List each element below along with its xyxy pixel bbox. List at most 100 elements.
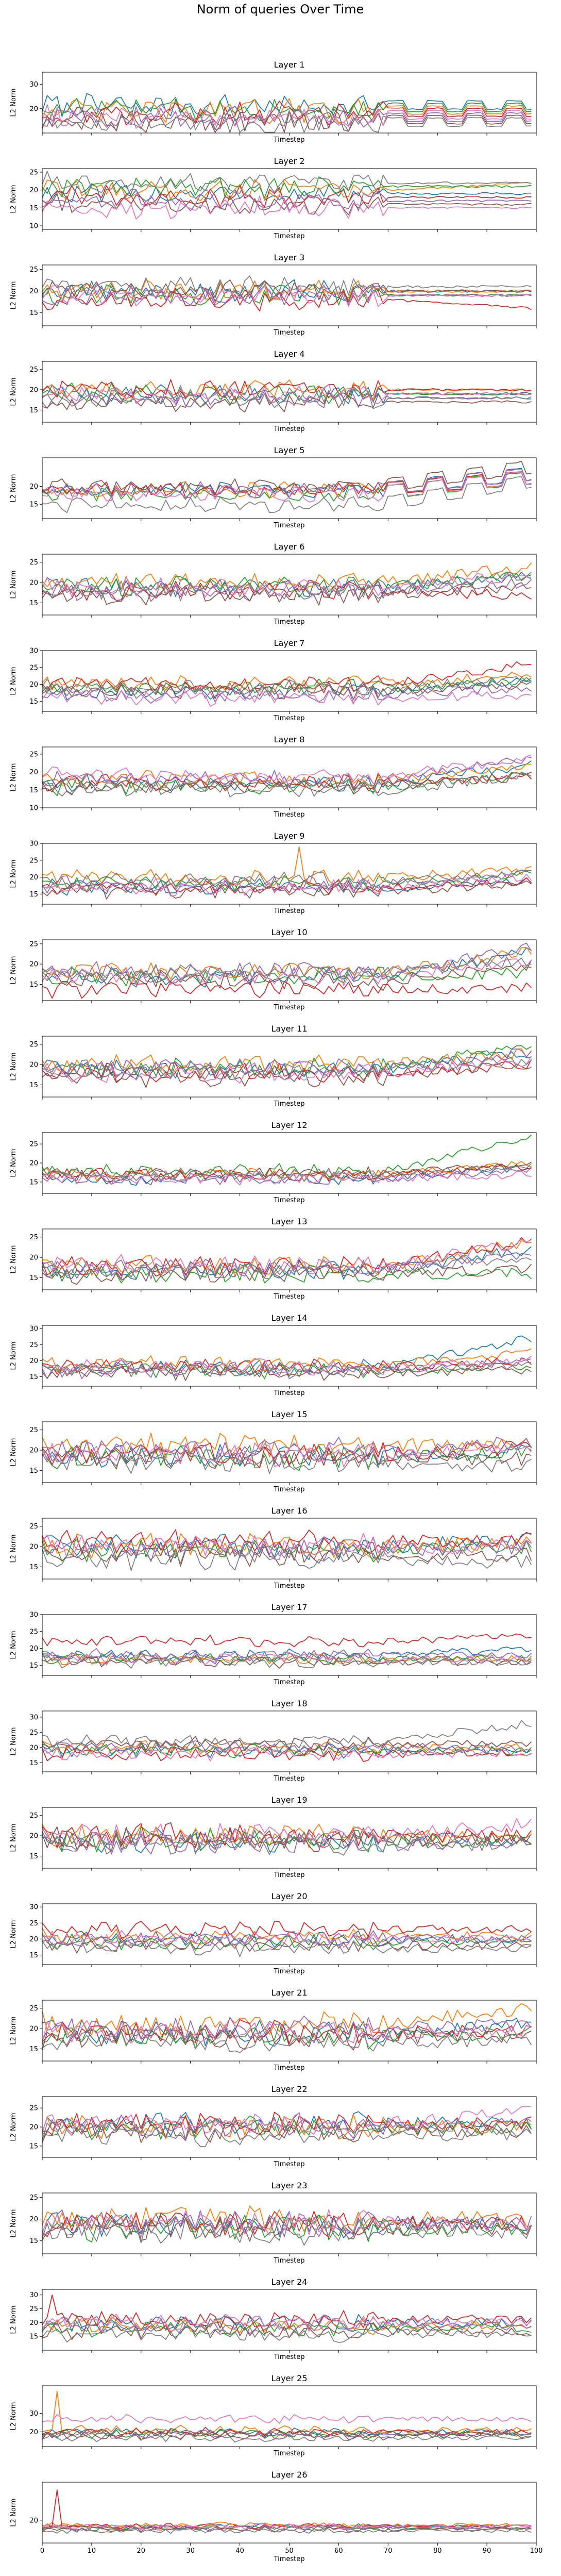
- y-tick-label: 25: [29, 366, 38, 374]
- x-tick-label: 60: [334, 2547, 343, 2555]
- y-tick-label: 20: [29, 2216, 38, 2223]
- panel-layer-22: Layer 22 15 20 25 Timestep L2 Norm: [10, 2084, 537, 2168]
- y-axis-label: L2 Norm: [10, 2209, 18, 2237]
- series-line-4: [42, 1745, 532, 1763]
- y-tick-label: 15: [29, 600, 38, 607]
- panel-title: Layer 4: [274, 349, 305, 359]
- axes-frame: [42, 2482, 537, 2544]
- y-axis-label: L2 Norm: [10, 1245, 18, 1273]
- x-axis-label: Timestep: [274, 136, 305, 144]
- y-tick-label: 20: [29, 2319, 38, 2327]
- y-axis-label: L2 Norm: [10, 956, 18, 984]
- x-axis-label: Timestep: [274, 1775, 305, 1783]
- series-line-1: [42, 1246, 532, 1280]
- panel-layer-14: Layer 14 15 20 25 30 Timestep L2 Norm: [10, 1313, 537, 1397]
- series-line-2: [42, 379, 532, 400]
- panel-layer-20: Layer 20 15 20 25 30 Timestep L2 Norm: [10, 1891, 537, 1975]
- series-line-6: [42, 582, 532, 606]
- series-line-6: [42, 1062, 532, 1088]
- y-tick-label: 25: [29, 169, 38, 176]
- series-line-7: [42, 1056, 532, 1084]
- series-line-7: [42, 472, 532, 503]
- series-line-5: [42, 1830, 532, 1855]
- axes-frame: [42, 1710, 537, 1772]
- panel-title: Layer 9: [274, 831, 305, 841]
- y-tick-label: 20: [29, 1254, 38, 1262]
- y-axis-label: L2 Norm: [10, 2305, 18, 2334]
- y-axis-label: L2 Norm: [10, 859, 18, 888]
- series-line-3: [42, 176, 532, 198]
- y-tick-label: 15: [29, 205, 38, 212]
- series-line-8: [42, 956, 532, 982]
- y-tick-label: 20: [29, 2429, 38, 2436]
- y-tick-label: 20: [29, 1061, 38, 1069]
- series-line-8: [42, 387, 532, 409]
- y-tick-label: 30: [29, 81, 38, 89]
- series-line-6: [42, 1937, 532, 1954]
- panel-title: Layer 26: [271, 2470, 307, 2480]
- y-axis-label: L2 Norm: [10, 1149, 18, 1177]
- series-line-5: [42, 1930, 532, 1948]
- series-line-2: [42, 562, 532, 591]
- series-line-8: [42, 476, 532, 513]
- series-line-7: [42, 2105, 532, 2136]
- y-tick-label: 20: [29, 961, 38, 969]
- x-axis-label: Timestep: [274, 232, 305, 240]
- x-axis-label: Timestep: [274, 1389, 305, 1397]
- series-line-6: [42, 1826, 532, 1852]
- series-line-8: [42, 2217, 532, 2246]
- y-tick-label: 30: [29, 2291, 38, 2299]
- y-tick-label: 25: [29, 1041, 38, 1049]
- figure-title: Norm of queries Over Time: [197, 2, 364, 16]
- x-axis-label: Timestep: [274, 2450, 305, 2457]
- series-line-2: [42, 1533, 532, 1560]
- series-line-2: [42, 1740, 532, 1756]
- axes-frame: [42, 746, 537, 808]
- series-line-7: [42, 573, 532, 597]
- panel-layer-21: Layer 21 15 20 25 Timestep L2 Norm: [10, 1988, 537, 2072]
- series-line-2: [42, 2114, 532, 2140]
- y-tick-label: 20: [29, 1833, 38, 1840]
- y-tick-label: 25: [29, 940, 38, 948]
- y-axis-label: L2 Norm: [10, 1823, 18, 1852]
- series-line-7: [42, 2414, 532, 2424]
- series-line-2: [42, 1348, 532, 1372]
- y-tick-label: 20: [29, 2124, 38, 2132]
- x-tick-label: 40: [235, 2547, 244, 2555]
- series-line-8: [42, 1056, 532, 1080]
- x-tick-label: 0: [40, 2547, 44, 2555]
- panel-layer-6: Layer 6 15 20 25 Timestep L2 Norm: [10, 542, 537, 626]
- y-tick-label: 15: [29, 1082, 38, 1089]
- y-tick-label: 25: [29, 1141, 38, 1149]
- series-line-4: [42, 772, 532, 792]
- panel-title: Layer 17: [271, 1602, 307, 1612]
- series-line-8: [42, 1940, 532, 1957]
- series-line-5: [42, 468, 532, 498]
- panel-layer-8: Layer 8 10 15 20 25 Timestep L2 Norm: [10, 735, 537, 819]
- y-tick-label: 30: [29, 1325, 38, 1333]
- series-line-3: [42, 96, 532, 121]
- series-line-7: [42, 958, 532, 987]
- panel-title: Layer 13: [271, 1217, 307, 1226]
- panel-layer-3: Layer 3 15 20 25 Timestep L2 Norm: [10, 253, 537, 337]
- series-line-3: [42, 966, 532, 987]
- series-line-3: [42, 1362, 532, 1380]
- x-tick-label: 20: [137, 2547, 146, 2555]
- x-axis-label: Timestep: [274, 907, 305, 915]
- series-line-4: [42, 379, 532, 400]
- series-line-3: [42, 871, 532, 892]
- y-tick-label: 20: [29, 1645, 38, 1653]
- panel-layer-19: Layer 19 15 20 25 Timestep L2 Norm: [10, 1795, 537, 1879]
- series-line-6: [42, 772, 532, 795]
- series-line-6: [42, 1161, 532, 1183]
- x-axis-label: Timestep: [274, 1196, 305, 1204]
- panel-title: Layer 11: [271, 1024, 307, 1034]
- y-tick-label: 25: [29, 1426, 38, 1434]
- axes-frame: [42, 1421, 537, 1483]
- x-axis-label: Timestep: [274, 1293, 305, 1301]
- series-line-7: [42, 384, 532, 405]
- y-axis-label: L2 Norm: [10, 2498, 18, 2527]
- y-tick-label: 20: [29, 288, 38, 295]
- series-line-6: [42, 2322, 532, 2340]
- panel-layer-13: Layer 13 15 20 25 Timestep L2 Norm: [10, 1217, 537, 1301]
